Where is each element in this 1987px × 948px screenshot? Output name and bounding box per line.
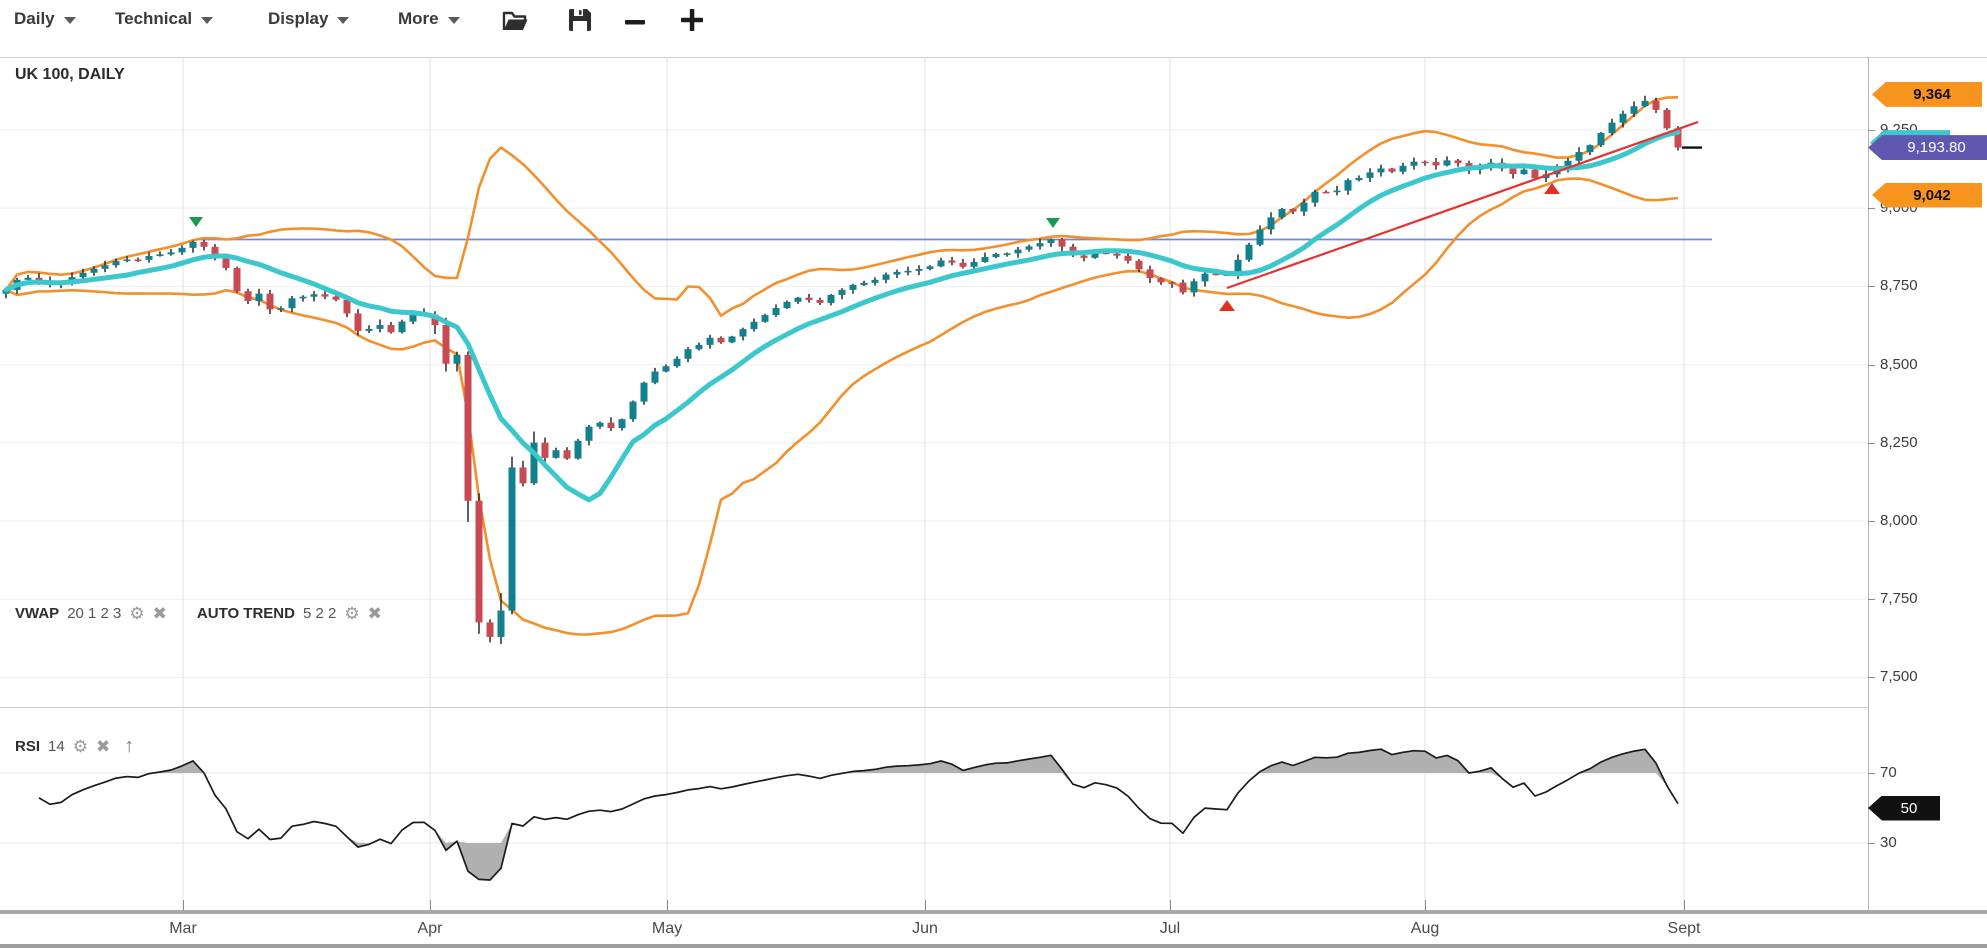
price-7750-label: 7,750: [1880, 590, 1918, 608]
caret-down-icon: [447, 17, 460, 24]
rsi-value-tag: 50: [1868, 795, 1940, 821]
rsi-70-label: 70: [1880, 764, 1897, 781]
timeframe-menu-label: Daily: [14, 9, 55, 28]
month-label-apr: Apr: [417, 920, 443, 937]
month-label-may: May: [651, 920, 683, 937]
month-label-mar: Mar: [169, 920, 197, 937]
month-label-jul: Jul: [1159, 920, 1181, 937]
save-icon[interactable]: [566, 6, 596, 36]
month-label-aug: Aug: [1410, 920, 1440, 937]
rsi-30-label: 30: [1880, 834, 1897, 851]
month-tick-may: [667, 900, 668, 910]
pane-separator[interactable]: [0, 707, 1868, 708]
rsi-legend: RSI 14 ⚙ ✖ ↑: [15, 736, 134, 756]
rsi-name: RSI: [15, 737, 41, 755]
price-8000-label: 8,000: [1880, 511, 1918, 529]
time-axis-bar: [0, 910, 1987, 914]
time-axis[interactable]: Mar Apr May Jun Jul Aug Sept: [0, 900, 1987, 948]
lower-band-tag: 9,042: [1872, 182, 1982, 208]
close-icon[interactable]: ✖: [95, 736, 111, 756]
rsi-pane[interactable]: [0, 708, 1868, 910]
arrow-up-icon[interactable]: ↑: [124, 735, 135, 757]
price-9000-tick: [1868, 208, 1875, 210]
gear-icon[interactable]: ⚙: [72, 736, 88, 756]
caret-down-icon: [63, 17, 76, 24]
technical-menu-label: Technical: [115, 9, 193, 28]
folder-open-icon[interactable]: [500, 6, 530, 36]
rsi-30-tick: [1868, 843, 1875, 844]
gear-icon[interactable]: ⚙: [129, 604, 145, 623]
price-8000-tick: [1868, 520, 1875, 522]
price-8750-tick: [1868, 286, 1875, 288]
price-8250-label: 8,250: [1880, 433, 1918, 451]
zoom-in-icon[interactable]: [678, 6, 708, 36]
price-7750-tick: [1868, 599, 1875, 601]
price-9250-tick: [1868, 130, 1875, 131]
timeframe-menu[interactable]: Daily: [14, 9, 76, 29]
rsi-params: 14: [48, 737, 65, 755]
price-7500-label: 7,500: [1880, 668, 1918, 686]
price-7500-tick: [1868, 677, 1875, 679]
auto-trend-params: 5 2 2: [302, 605, 337, 622]
month-label-jun: Jun: [912, 920, 938, 937]
display-menu-label: Display: [268, 9, 329, 28]
price-8750-label: 8,750: [1880, 277, 1918, 295]
last-price-tag: 9,193.80: [1868, 135, 1987, 161]
price-8500-tick: [1868, 364, 1875, 366]
close-icon[interactable]: ✖: [367, 604, 382, 623]
auto-trend-name: AUTO TREND: [196, 605, 295, 622]
display-menu[interactable]: Display: [268, 9, 350, 29]
month-tick-mar: [183, 900, 184, 910]
month-tick-aug: [1425, 900, 1426, 910]
vwap-params: 20 1 2 3: [67, 605, 122, 622]
price-pane[interactable]: [0, 57, 1868, 707]
month-tick-apr: [430, 900, 431, 910]
close-icon[interactable]: ✖: [152, 604, 167, 623]
technical-menu[interactable]: Technical: [115, 9, 214, 29]
more-menu[interactable]: More: [398, 9, 460, 29]
vwap-name: VWAP: [15, 605, 60, 622]
gear-icon[interactable]: ⚙: [344, 604, 360, 623]
rsi-70-tick: [1868, 773, 1875, 774]
chart-title: UK 100, DAILY: [15, 66, 125, 83]
month-tick-jun: [925, 900, 926, 910]
toolbar: Daily Technical Display More: [0, 0, 1987, 57]
window-bottom-edge: [0, 944, 1987, 948]
caret-down-icon: [201, 17, 214, 24]
more-menu-label: More: [398, 9, 439, 28]
month-tick-jul: [1170, 900, 1171, 910]
pane-top-border: [0, 57, 1987, 58]
month-label-sept: Sept: [1667, 920, 1701, 937]
price-8250-tick: [1868, 442, 1875, 444]
right-axis-line: [1868, 57, 1869, 910]
vwap-legend: VWAP 20 1 2 3 ⚙ ✖ AUTO TREND 5 2 2 ⚙ ✖: [15, 605, 382, 622]
month-tick-sept: [1684, 900, 1685, 910]
zoom-out-icon[interactable]: [622, 12, 652, 42]
upper-band-tag: 9,364: [1872, 81, 1982, 107]
caret-down-icon: [337, 17, 350, 24]
price-8500-label: 8,500: [1880, 355, 1918, 373]
